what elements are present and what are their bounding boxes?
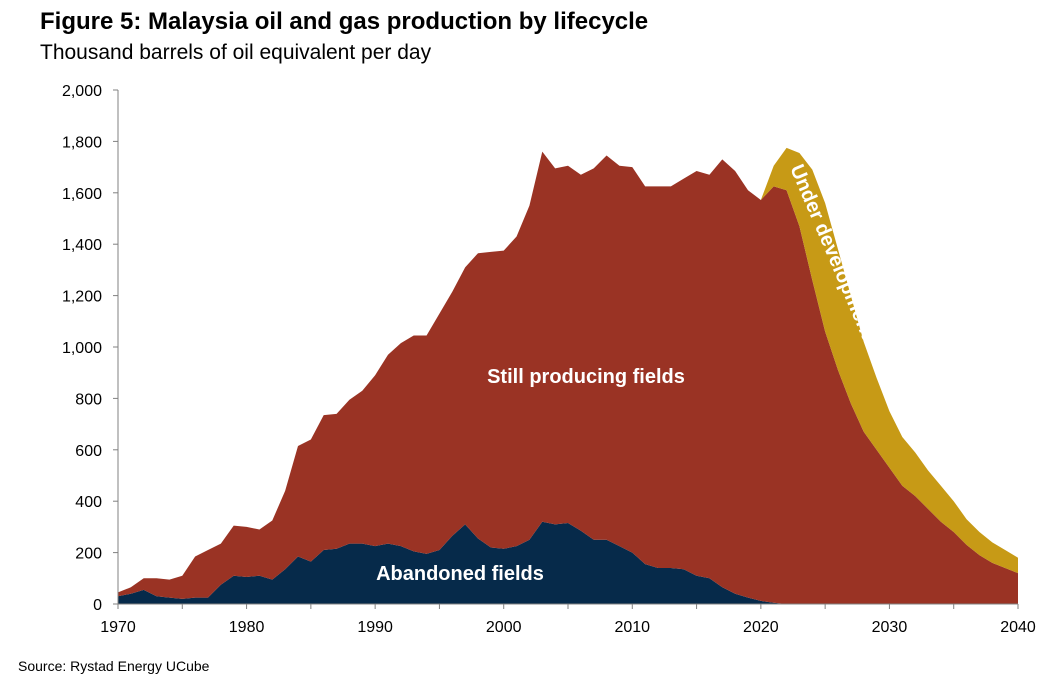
y-tick-label: 600: [75, 443, 102, 460]
y-tick-label: 1,400: [62, 237, 102, 254]
x-tick-label: 1970: [100, 619, 136, 636]
axes-group: 0 200 400 600 800 1,000 1,200 1,400 1,600 1,800 2,…: [62, 83, 1036, 636]
y-tick-label: 1,800: [62, 134, 102, 151]
x-tick-label: 2020: [743, 619, 779, 636]
area-under-development: [118, 147, 1018, 593]
area-abandoned-fields: [118, 521, 1018, 604]
source-note: Source: Rystad Energy UCube: [18, 658, 210, 674]
y-tick-label: 400: [75, 494, 102, 511]
y-tick-label: 1,000: [62, 340, 102, 357]
x-tick-label: 2000: [486, 619, 522, 636]
y-tick-label: 200: [75, 546, 102, 563]
label-abandoned: Abandoned fields: [376, 563, 544, 585]
y-tick-label: 0: [93, 597, 102, 614]
area-still-producing-fields: [118, 151, 1018, 604]
y-tick-label: 2,000: [62, 83, 102, 100]
x-tick-label: 2030: [872, 619, 908, 636]
x-tick-label: 1980: [229, 619, 265, 636]
y-tick-label: 1,200: [62, 289, 102, 306]
y-tick-label: 1,600: [62, 186, 102, 203]
area-series-group: [118, 147, 1018, 604]
x-tick-label: 2010: [614, 619, 650, 636]
label-still-producing: Still producing fields: [487, 366, 685, 388]
chart-subtitle: Thousand barrels of oil equivalent per d…: [40, 41, 432, 64]
x-tick-label: 1990: [357, 619, 393, 636]
chart-title: Figure 5: Malaysia oil and gas productio…: [40, 8, 649, 35]
y-tick-label: 800: [75, 391, 102, 408]
x-tick-label: 2040: [1000, 619, 1036, 636]
